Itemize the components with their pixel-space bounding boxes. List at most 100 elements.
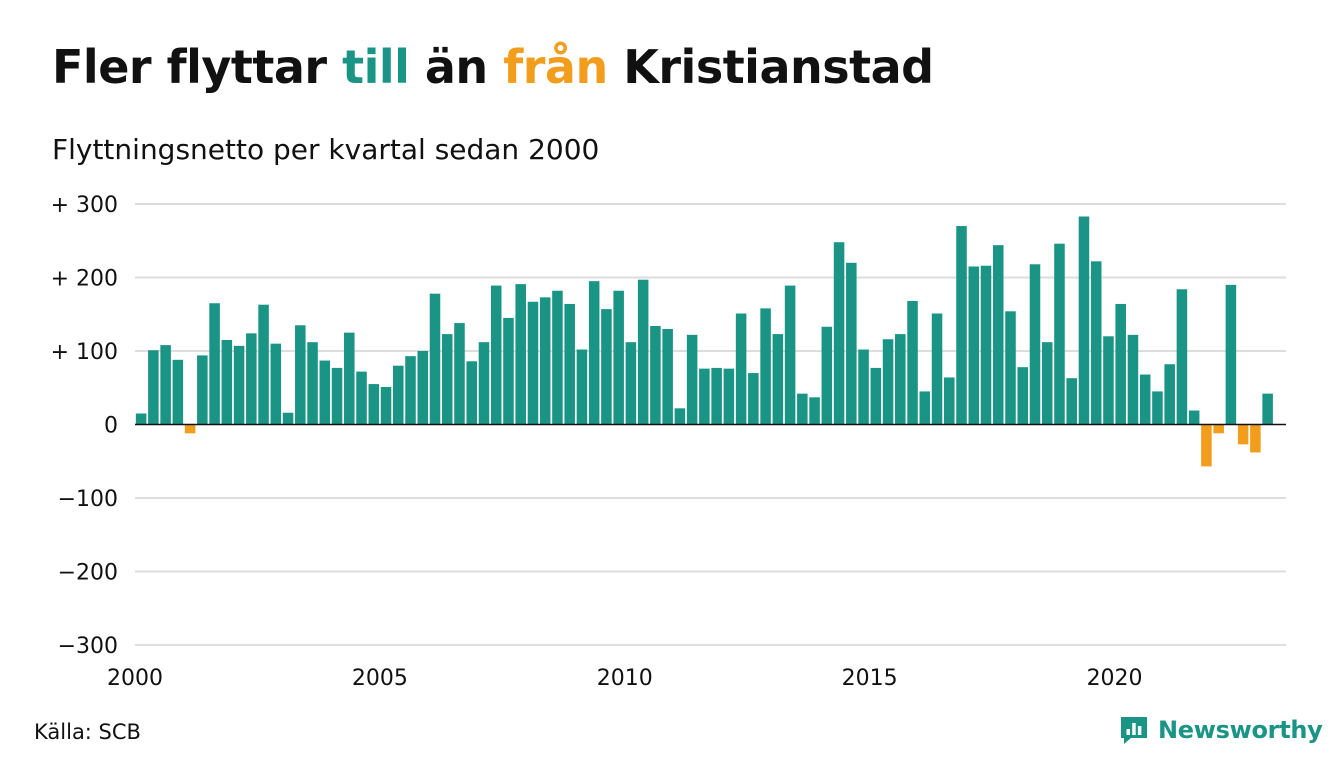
bar: [870, 367, 882, 425]
bar: [405, 356, 416, 425]
bar: [809, 397, 820, 425]
bar: [980, 265, 992, 425]
bar: [699, 368, 710, 425]
bar: [539, 297, 551, 425]
title-word-till: till: [342, 40, 410, 94]
bar: [441, 334, 453, 425]
title-part-3: Kristianstad: [607, 40, 934, 94]
bar: [1225, 284, 1237, 425]
bar: [919, 391, 931, 425]
bar: [784, 285, 796, 425]
bar: [209, 303, 220, 425]
title-word-fran: från: [503, 40, 608, 94]
bar: [797, 393, 808, 425]
bar: [1262, 393, 1273, 425]
source-note: Källa: SCB: [34, 720, 141, 744]
bar: [662, 328, 673, 425]
bar: [1176, 289, 1188, 425]
bar: [258, 304, 269, 425]
bars: [135, 216, 1273, 467]
bar: [503, 317, 514, 425]
y-tick-label: + 300: [51, 193, 118, 218]
bar: [1164, 364, 1175, 425]
bar: [1078, 216, 1090, 425]
bar: [393, 365, 404, 425]
brand-name: Newsworthy: [1158, 716, 1323, 744]
bar: [515, 284, 526, 425]
bar: [490, 285, 502, 425]
bar: [295, 325, 306, 425]
bar: [233, 345, 245, 425]
bar: [1127, 334, 1139, 425]
bar: [1017, 367, 1028, 425]
bar: [1103, 336, 1114, 425]
bar: [748, 373, 759, 425]
bar: [527, 301, 539, 425]
bar: [564, 303, 575, 425]
bar: [833, 242, 845, 425]
newsworthy-logo-icon: [1121, 717, 1147, 744]
bar: [944, 377, 955, 425]
bar: [282, 412, 294, 425]
y-tick-label: 0: [104, 414, 118, 439]
bar: [478, 342, 490, 425]
bar: [686, 334, 698, 425]
bar: [882, 339, 894, 425]
y-tick-label: −200: [58, 561, 118, 586]
bar: [1188, 410, 1200, 425]
bar: [135, 413, 147, 425]
bar: [1115, 303, 1126, 425]
bar: [907, 301, 918, 425]
bar: [417, 351, 429, 425]
bar: [429, 293, 441, 425]
bar: [344, 332, 355, 425]
bar: [148, 350, 159, 425]
bar: [221, 339, 233, 425]
bar: [735, 313, 747, 425]
bar: [1066, 378, 1077, 425]
bar: [956, 226, 967, 425]
bar: [625, 342, 637, 425]
bar: [895, 334, 906, 425]
bar: [454, 323, 465, 425]
bar: [184, 424, 196, 434]
bar: [711, 367, 722, 425]
y-tick-label: + 200: [51, 267, 118, 292]
bar: [931, 313, 943, 425]
y-tick-label: + 100: [51, 340, 118, 365]
bar: [576, 349, 588, 425]
grid-lines: [135, 203, 1286, 646]
title-part-1: Fler flyttar: [52, 40, 343, 94]
bar: [356, 371, 367, 425]
bar: [858, 349, 869, 425]
bar: [650, 326, 661, 425]
bar: [1152, 391, 1163, 425]
bar: [772, 334, 784, 425]
bar: [552, 290, 563, 425]
bar: [172, 359, 184, 425]
bar: [613, 290, 624, 425]
bar: [246, 333, 257, 425]
bar: [331, 367, 343, 425]
y-tick-label: −300: [58, 634, 118, 659]
bar: [1213, 424, 1224, 434]
bar: [1054, 243, 1065, 425]
x-tick-label: 2005: [352, 666, 408, 691]
bar: [466, 361, 477, 425]
bar: [637, 279, 649, 425]
bar: [319, 360, 331, 425]
bar: [160, 345, 171, 425]
chart-subtitle: Flyttningsnetto per kvartal sedan 2000: [52, 133, 600, 166]
bar: [968, 266, 980, 425]
bar: [1041, 342, 1053, 425]
y-tick-label: −100: [58, 487, 118, 512]
bar: [1005, 311, 1016, 425]
bar: [760, 308, 771, 425]
newsworthy-brand: Newsworthy: [1118, 712, 1323, 748]
title-part-2: än: [409, 40, 504, 94]
bar: [821, 326, 833, 425]
bar: [1201, 424, 1212, 467]
x-tick-label: 2010: [597, 666, 653, 691]
bar: [588, 281, 600, 425]
